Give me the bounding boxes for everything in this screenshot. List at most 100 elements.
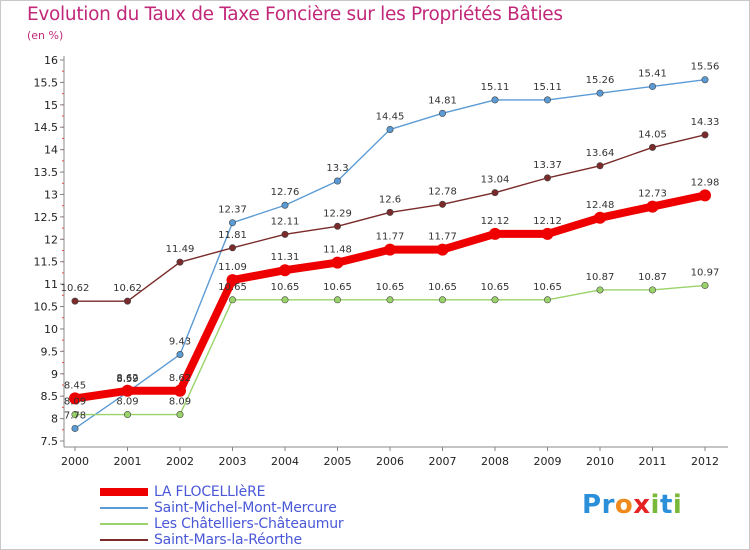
- x-tick-label: 2001: [114, 455, 142, 468]
- data-label: 12.73: [638, 189, 667, 200]
- y-tick-label: 10.5: [34, 301, 59, 314]
- data-point: [281, 296, 289, 304]
- data-label: 13.3: [326, 163, 348, 174]
- data-label: 8.45: [64, 380, 86, 391]
- data-point: [701, 76, 709, 84]
- data-point: [701, 131, 709, 139]
- data-point: [543, 296, 551, 304]
- data-point: [176, 350, 184, 358]
- legend-item: Saint-Michel-Mont-Mercure: [100, 500, 400, 516]
- x-tick-label: 2000: [61, 455, 89, 468]
- data-point: [176, 258, 184, 266]
- data-label: 8.62: [116, 373, 138, 384]
- data-point: [333, 296, 341, 304]
- data-point: [71, 424, 79, 432]
- chart-title: Evolution du Taux de Taxe Foncière sur l…: [27, 4, 563, 25]
- proxiti-logo: Proxiti: [582, 490, 682, 520]
- data-point: [333, 222, 341, 230]
- data-point: [596, 286, 604, 294]
- data-label: 15.11: [481, 82, 510, 93]
- y-tick-label: 7.5: [41, 435, 59, 448]
- x-tick-label: 2006: [376, 455, 404, 468]
- logo-letter: t: [659, 490, 673, 520]
- data-point: [71, 411, 79, 419]
- data-label: 15.56: [691, 62, 720, 73]
- data-label: 8.62: [169, 373, 191, 384]
- legend-label: LA FLOCELLIèRE: [154, 484, 266, 500]
- x-tick-label: 2005: [324, 455, 352, 468]
- data-label: 11.48: [323, 245, 352, 256]
- data-point: [229, 219, 237, 227]
- data-label: 15.26: [586, 75, 615, 86]
- y-tick-label: 9.5: [41, 345, 59, 358]
- logo-letter: P: [582, 490, 602, 520]
- data-label: 15.41: [638, 68, 667, 79]
- data-label: 12.6: [379, 194, 401, 205]
- data-point: [386, 125, 394, 133]
- data-label: 11.77: [376, 232, 405, 243]
- x-tick-label: 2009: [534, 455, 562, 468]
- y-unit-label: (en %): [27, 29, 64, 42]
- data-label: 14.33: [691, 117, 720, 128]
- data-point: [438, 200, 446, 208]
- data-label: 12.37: [218, 205, 247, 216]
- data-label: 8.09: [169, 397, 191, 408]
- data-label: 12.29: [323, 208, 352, 219]
- legend-item: Saint-Mars-la-Réorthe: [100, 532, 400, 548]
- data-label: 12.76: [271, 187, 300, 198]
- legend-swatch: [100, 523, 148, 525]
- series-line: [74, 284, 706, 416]
- data-point: [648, 143, 656, 151]
- data-label: 14.81: [428, 95, 457, 106]
- data-point: [648, 82, 656, 90]
- data-label: 10.65: [481, 282, 510, 293]
- x-tick-label: 2011: [639, 455, 667, 468]
- data-point: [438, 109, 446, 117]
- y-tick-label: 8: [51, 413, 58, 426]
- data-label: 11.49: [166, 244, 195, 255]
- data-point: [543, 174, 551, 182]
- data-label: 11.81: [218, 230, 247, 241]
- y-tick-label: 8.5: [41, 390, 59, 403]
- data-label: 10.65: [376, 282, 405, 293]
- data-label: 7.78: [64, 410, 86, 421]
- y-tick-label: 9: [51, 368, 58, 381]
- data-point: [124, 297, 132, 305]
- data-label: 14.05: [638, 129, 667, 140]
- data-point: [124, 411, 132, 419]
- data-point: [491, 189, 499, 197]
- data-point: [436, 243, 449, 256]
- data-point: [384, 243, 396, 256]
- data-label: 12.12: [533, 216, 562, 227]
- data-point: [333, 177, 341, 185]
- data-point: [596, 162, 604, 170]
- logo-letter: r: [601, 490, 615, 520]
- data-point: [121, 384, 134, 397]
- data-label: 10.65: [218, 282, 247, 293]
- legend-swatch: [100, 488, 148, 496]
- logo-letter: o: [614, 490, 634, 520]
- data-label: 8.09: [116, 397, 138, 408]
- data-point: [489, 227, 501, 240]
- data-point: [701, 281, 709, 289]
- data-point: [281, 230, 289, 238]
- data-label: 11.77: [428, 232, 457, 243]
- y-tick-label: 16: [44, 54, 58, 67]
- data-point: [176, 411, 184, 419]
- data-point: [491, 296, 499, 304]
- data-point: [229, 244, 237, 252]
- data-label: 10.87: [586, 272, 615, 283]
- logo-letter: i: [650, 490, 660, 520]
- y-tick-label: 14.5: [34, 121, 59, 134]
- legend: LA FLOCELLIèRE Saint-Michel-Mont-Mercure L…: [100, 484, 400, 548]
- data-point: [281, 201, 289, 209]
- data-label: 12.78: [428, 186, 457, 197]
- legend-item: Les Châtelliers-Châteaumur: [100, 516, 400, 532]
- data-point: [279, 264, 291, 277]
- data-label: 10.62: [61, 283, 90, 294]
- data-label: 10.65: [271, 282, 300, 293]
- data-label: 13.04: [481, 175, 510, 186]
- data-label: 10.65: [323, 282, 352, 293]
- data-point: [646, 200, 659, 213]
